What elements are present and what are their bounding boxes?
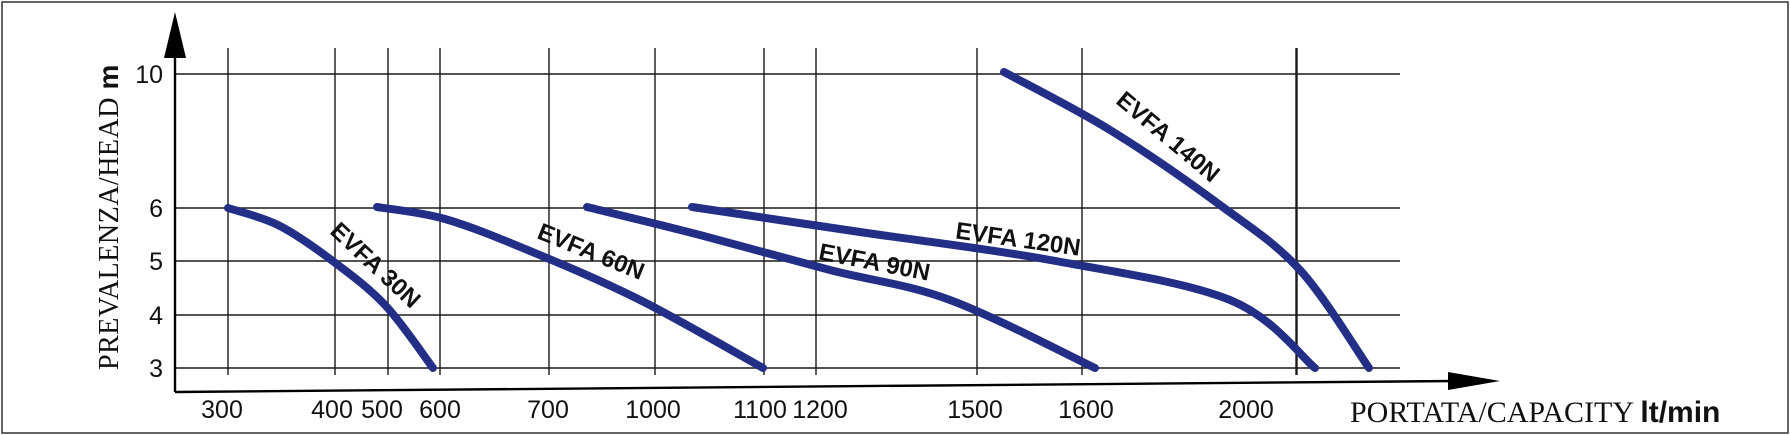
curve-evfa-120n [688, 203, 1319, 372]
x-tick-label: 2000 [1218, 396, 1274, 424]
x-tick-label: 1100 [733, 396, 787, 424]
x-axis-title-text: PORTATA/CAPACITY [1350, 396, 1633, 429]
x-axis-arrowhead [1448, 372, 1500, 390]
x-axis-title: PORTATA/CAPACITY lt/min [1350, 396, 1720, 429]
vertical-gridlines [227, 48, 1298, 375]
y-tick-label: 4 [149, 302, 163, 330]
curve-evfa-60n [373, 203, 767, 372]
curve-evfa-30n [224, 204, 437, 372]
y-axis-arrowhead [164, 12, 186, 58]
y-axis-title-unit: m [93, 64, 124, 89]
x-tick-label: 1000 [625, 396, 681, 424]
x-axis-title-unit: lt/min [1640, 396, 1720, 429]
y-axis-title: PREVALENZA/HEAD m [93, 64, 125, 370]
x-tick-label: 1200 [792, 396, 848, 424]
y-tick-label: 10 [135, 61, 163, 89]
x-tick-labels: 300 400 500 600 700 1000 1100 1200 1500 1600 2000 [201, 396, 1274, 424]
x-tick-label: 1500 [947, 396, 1003, 424]
y-tick-label: 6 [149, 195, 163, 223]
pump-curves [224, 68, 1373, 372]
x-tick-label: 300 [201, 396, 243, 424]
curve-evfa-140n [1000, 68, 1373, 372]
curve-evfa-90n [583, 203, 1099, 372]
y-tick-label: 5 [149, 248, 163, 276]
x-tick-label: 1600 [1058, 396, 1114, 424]
x-tick-label: 600 [419, 396, 461, 424]
x-tick-label: 400 [311, 396, 353, 424]
y-tick-labels: 3 4 5 6 10 [135, 61, 163, 383]
y-tick-label: 3 [149, 355, 163, 383]
x-tick-label: 700 [527, 396, 569, 424]
x-axis-line [174, 379, 1456, 394]
x-tick-label: 500 [361, 396, 403, 424]
y-axis-title-text: PREVALENZA/HEAD [94, 97, 125, 370]
